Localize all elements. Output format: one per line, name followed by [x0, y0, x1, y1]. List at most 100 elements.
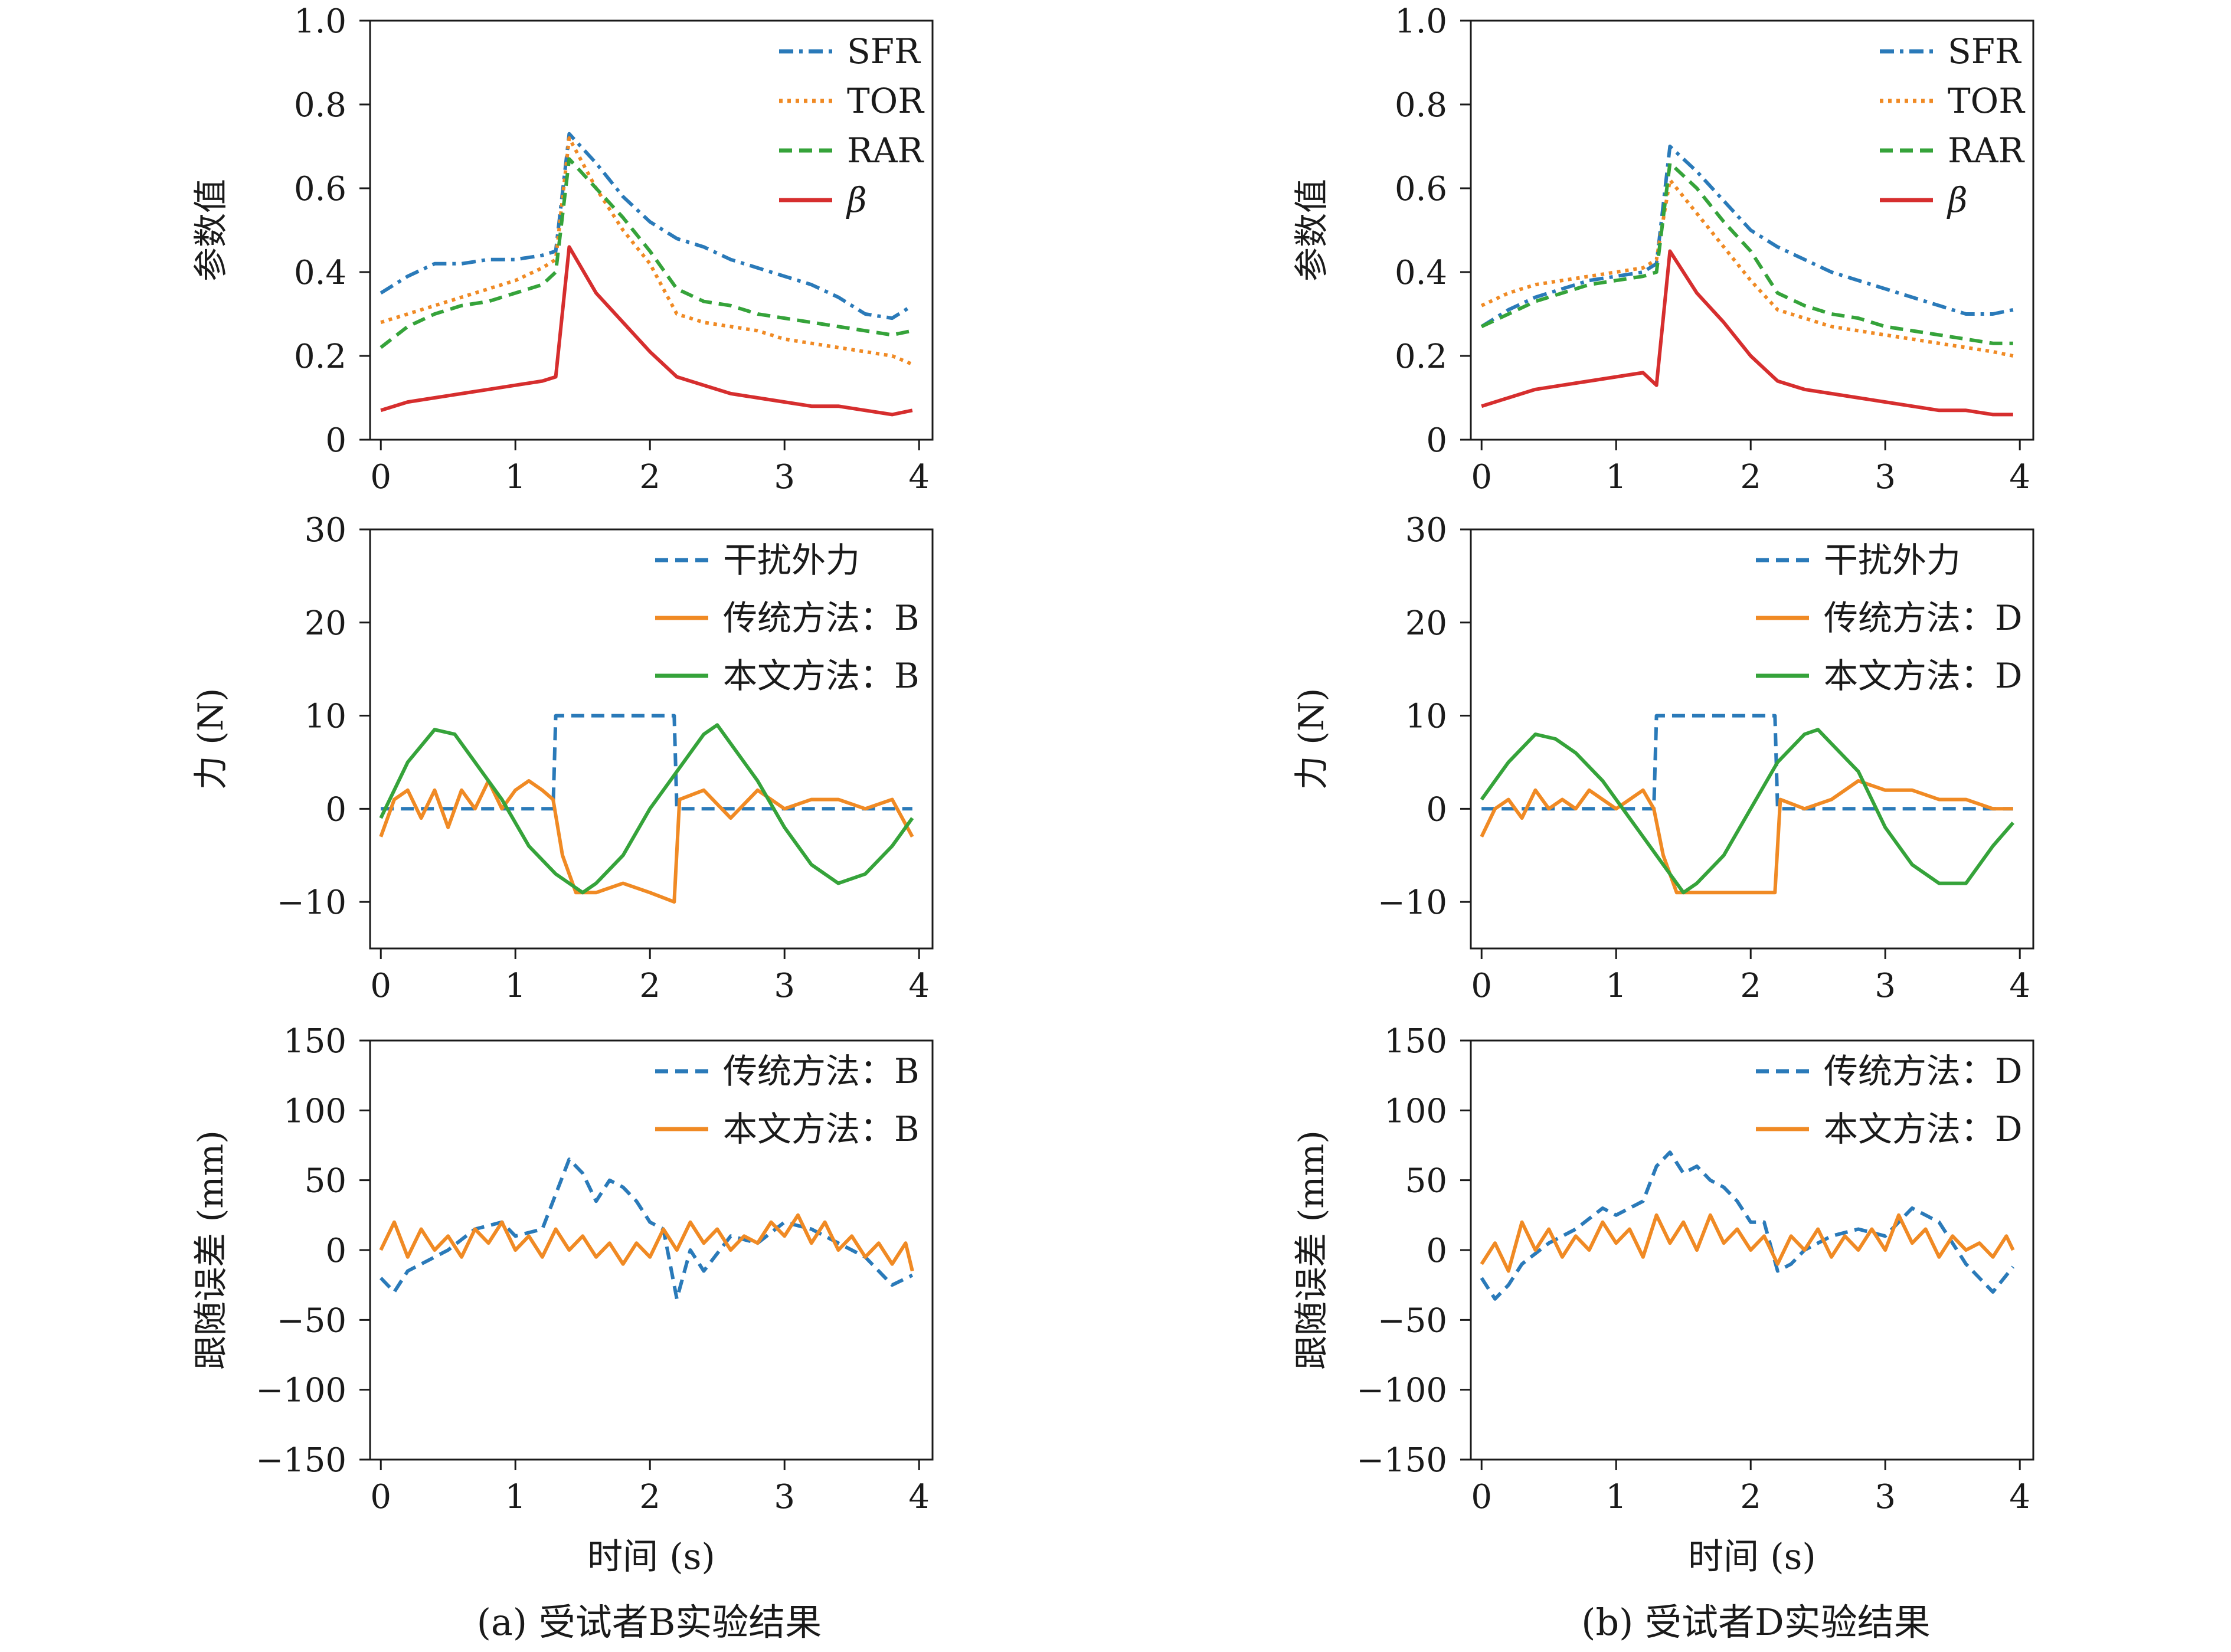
plot-frame	[1470, 19, 2034, 441]
y-tick-label: 0.4	[1395, 254, 1447, 292]
y-tick-label: 0.2	[1395, 338, 1447, 376]
y-axis-label: 参数值	[1291, 179, 1332, 282]
x-tick-label: 4	[908, 1478, 930, 1516]
legend-label: SFR	[847, 31, 921, 71]
series-line-0	[380, 1157, 914, 1301]
y-tick-label: −100	[256, 1372, 346, 1410]
x-tick-label: 2	[1740, 1478, 1761, 1516]
y-tick-label: 50	[1405, 1162, 1447, 1200]
y-tick-label: 30	[1405, 511, 1447, 549]
series-line-1	[380, 136, 913, 366]
x-tick-label: 2	[1740, 458, 1761, 496]
y-tick-label: −100	[1356, 1372, 1447, 1410]
legend-label: 干扰外力	[1824, 540, 1961, 580]
y-tick-label: 0	[325, 421, 346, 460]
x-tick-label: 4	[908, 458, 930, 496]
y-tick-label: 0.6	[294, 170, 346, 208]
legend-label: TOR	[1948, 81, 2026, 121]
series-line-3	[380, 245, 913, 417]
x-tick-label: 0	[370, 1478, 391, 1516]
series-line-2	[380, 157, 913, 349]
plot-frame	[369, 528, 934, 950]
x-tick-label: 2	[639, 458, 660, 496]
x-tick-label: 1	[505, 967, 526, 1005]
chart-panel-a3: 0 1 2 3 4 −150 −100 −50 0 50 100 150 跟随误差 (mm) 时间 (s)…	[191, 1022, 934, 1578]
y-axis-label: 跟随误差 (mm)	[1291, 1130, 1332, 1370]
chart-panel-b3: 0 1 2 3 4 −150 −100 −50 0 50 100 150 跟随误差 (mm) 时间 (s)…	[1291, 1022, 2034, 1578]
legend-label: 本文方法：D	[1824, 1109, 2023, 1149]
y-tick-label: 0.2	[294, 338, 346, 376]
caption-b: (b) 受试者D实验结果	[1581, 1601, 1930, 1644]
x-axis-label: 时间 (s)	[1688, 1536, 1816, 1578]
y-tick-label: −10	[277, 884, 346, 922]
x-tick-label: 4	[2009, 967, 2030, 1005]
x-tick-label: 0	[370, 458, 391, 496]
plot-frame	[369, 19, 934, 441]
x-tick-label: 0	[1471, 458, 1492, 496]
y-tick-label: 0.8	[1395, 86, 1447, 125]
y-tick-label: 20	[305, 604, 346, 643]
x-tick-label: 3	[774, 458, 795, 496]
x-tick-label: 2	[639, 1478, 660, 1516]
x-tick-label: 3	[774, 967, 795, 1005]
x-tick-label: 4	[2009, 458, 2030, 496]
legend-label: RAR	[1948, 130, 2026, 171]
chart-panel-a1: 0 1 2 3 4 0 0.2 0.4 0.6 0.8 1.0 参数值 SFR TOR RAR β	[191, 2, 934, 496]
y-tick-label: 1.0	[1395, 2, 1447, 41]
legend-label: RAR	[847, 130, 925, 171]
series-line-1	[379, 1213, 914, 1272]
x-tick-label: 0	[1471, 1478, 1492, 1516]
series-line-1	[379, 779, 914, 904]
y-tick-label: 50	[305, 1162, 346, 1200]
y-tick-label: 0.6	[1395, 170, 1447, 208]
series-line-0	[1480, 1150, 2015, 1301]
y-axis-label: 参数值	[191, 179, 231, 282]
y-tick-label: −150	[256, 1441, 346, 1480]
series-line-2	[379, 723, 914, 895]
y-tick-label: 0.4	[294, 254, 346, 292]
y-axis-label: 跟随误差 (mm)	[191, 1130, 231, 1370]
x-axis-label: 时间 (s)	[587, 1536, 715, 1578]
x-tick-label: 3	[774, 1478, 795, 1516]
y-tick-label: 10	[1405, 698, 1447, 736]
chart-panel-b1: 0 1 2 3 4 0 0.2 0.4 0.6 0.8 1.0 参数值 SFR TOR RAR β	[1291, 2, 2034, 496]
legend-label: 传统方法：B	[723, 1051, 920, 1091]
series-line-1	[1480, 1213, 2015, 1273]
y-tick-label: 150	[283, 1022, 346, 1061]
y-tick-label: 10	[305, 698, 346, 736]
x-tick-label: 1	[505, 1478, 526, 1516]
y-tick-label: −150	[1356, 1441, 1447, 1480]
legend-label: β	[846, 180, 867, 220]
plot-frame	[1470, 528, 2034, 950]
y-axis-label: 力 (N)	[191, 688, 231, 790]
series-line-0	[380, 132, 914, 320]
x-tick-label: 1	[1605, 458, 1627, 496]
chart-panels: 0 1 2 3 4 0 0.2 0.4 0.6 0.8 1.0 参数值 SFR TOR RAR β 0 1 2 3 4 −…	[191, 2, 2034, 1578]
y-tick-label: 100	[1384, 1092, 1447, 1130]
x-tick-label: 0	[370, 967, 391, 1005]
y-axis-label: 力 (N)	[1291, 688, 1332, 790]
series-line-0	[1480, 145, 2014, 328]
caption-a: (a) 受试者B实验结果	[477, 1601, 822, 1644]
series-line-2	[1480, 728, 2015, 895]
x-tick-label: 4	[908, 967, 930, 1005]
y-tick-label: 150	[1384, 1022, 1447, 1061]
y-tick-label: 1.0	[294, 2, 346, 41]
legend-label: 干扰外力	[723, 540, 860, 580]
y-tick-label: −10	[1378, 884, 1447, 922]
x-tick-label: 1	[1605, 967, 1627, 1005]
series-line-0	[381, 714, 912, 811]
legend-label: 传统方法：B	[723, 598, 920, 638]
y-tick-label: 30	[305, 511, 346, 549]
legend-label: 传统方法：D	[1824, 1051, 2023, 1091]
y-tick-label: 0	[325, 1232, 346, 1270]
legend-label: 本文方法：B	[723, 1109, 920, 1149]
legend-label: TOR	[847, 81, 925, 121]
x-tick-label: 4	[2009, 1478, 2030, 1516]
series-line-1	[1480, 178, 2014, 358]
series-line-3	[1481, 249, 2013, 417]
y-tick-label: −50	[277, 1301, 346, 1340]
series-line-2	[1480, 161, 2013, 345]
